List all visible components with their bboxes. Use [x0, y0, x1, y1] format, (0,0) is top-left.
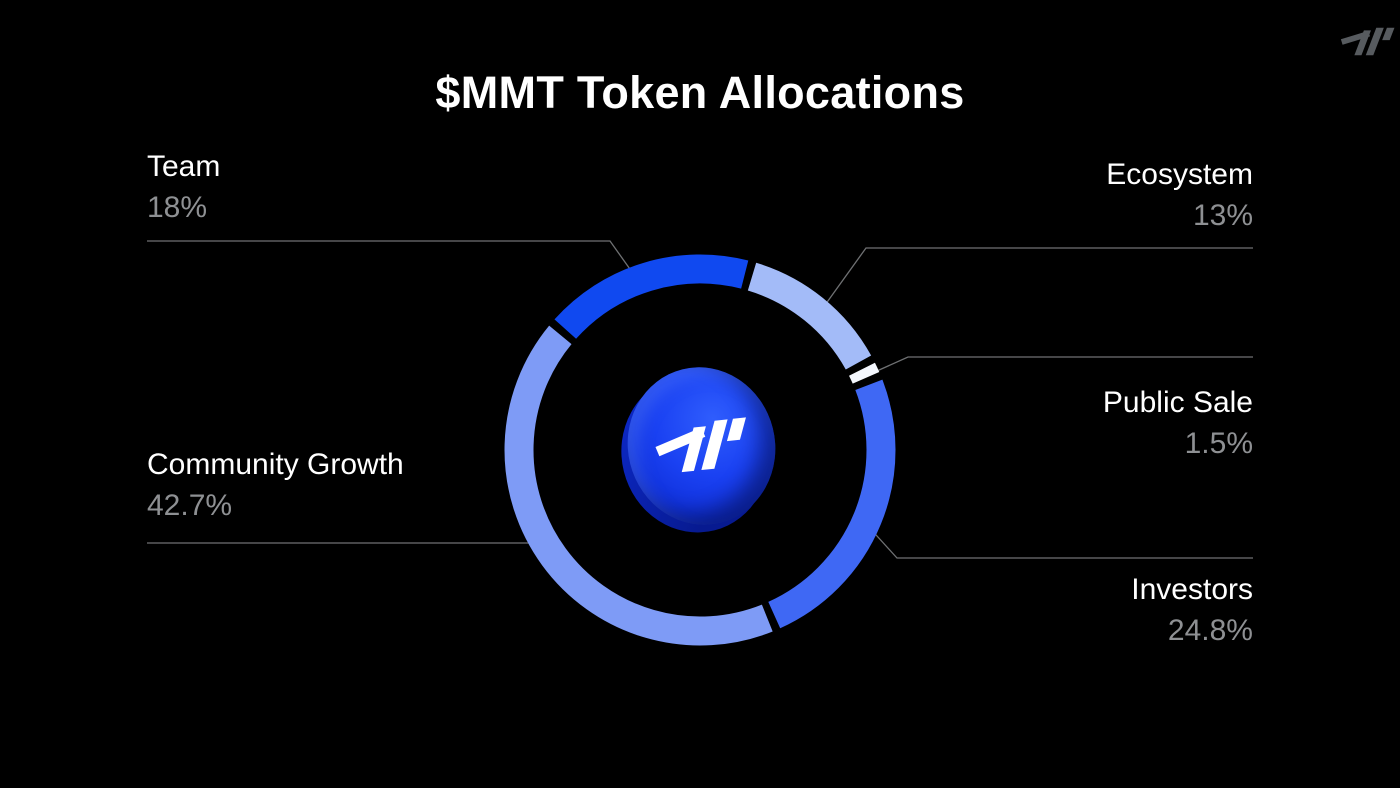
- donut-ring: [504, 254, 896, 646]
- leader-line-ecosystem: [819, 247, 1253, 313]
- segment-community-growth: [504, 325, 773, 646]
- segment-label: Team: [147, 150, 221, 183]
- callout-investors: Investors 24.8%: [1131, 571, 1253, 650]
- callout-public-sale: Public Sale 1.5%: [1103, 384, 1253, 463]
- segment-value: 24.8%: [1167, 614, 1253, 647]
- page-title: $MMT Token Allocations: [435, 67, 965, 118]
- segment-label: Community Growth: [147, 448, 404, 481]
- leader-lines: [147, 240, 1253, 559]
- segment-public-sale: [848, 362, 880, 384]
- leader-line-public-sale: [867, 356, 1253, 376]
- callout-team: Team 18%: [147, 148, 220, 227]
- callout-community-growth: Community Growth 42.7%: [147, 446, 404, 525]
- segment-value: 13%: [1192, 199, 1253, 232]
- segment-label: Public Sale: [1102, 386, 1253, 419]
- segment-value: 1.5%: [1184, 427, 1253, 460]
- leader-line-team: [147, 240, 638, 280]
- brand-logo-icon: [1340, 27, 1395, 56]
- segment-investors: [768, 379, 896, 629]
- segment-ecosystem: [747, 262, 872, 370]
- leader-line-investors: [866, 524, 1253, 559]
- segment-label: Investors: [1131, 573, 1253, 606]
- segment-value: 42.7%: [147, 489, 233, 522]
- segment-team: [554, 254, 749, 339]
- callout-ecosystem: Ecosystem 13%: [1106, 156, 1253, 235]
- coin-logo-icon: [648, 414, 753, 478]
- segment-value: 18%: [147, 191, 208, 224]
- segment-label: Ecosystem: [1106, 158, 1253, 191]
